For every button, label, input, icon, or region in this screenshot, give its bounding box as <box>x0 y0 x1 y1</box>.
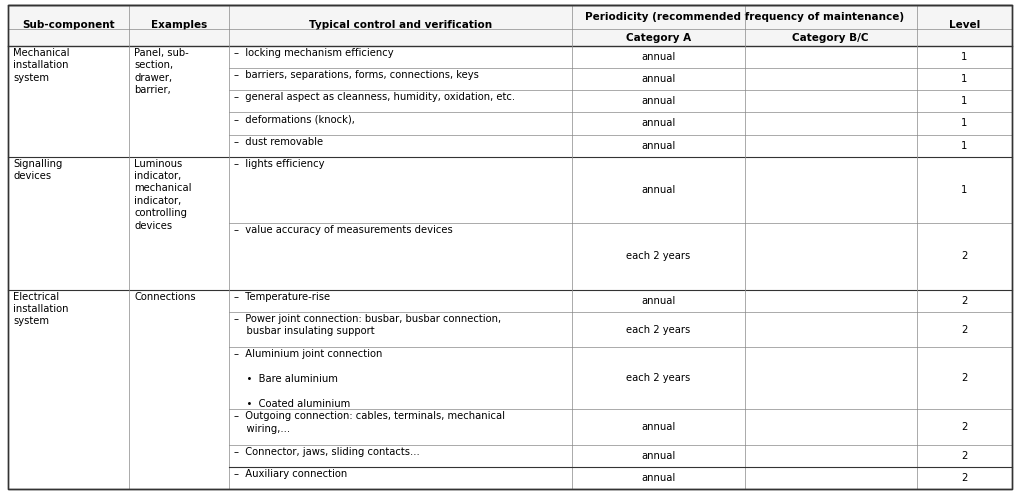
Text: –  dust removable: – dust removable <box>234 137 323 146</box>
Text: each 2 years: each 2 years <box>626 324 690 335</box>
Bar <box>916 29 1011 46</box>
Text: 1: 1 <box>960 52 966 62</box>
Text: –  Auxiliary connection: – Auxiliary connection <box>234 469 347 479</box>
Text: –  general aspect as cleanness, humidity, oxidation, etc.: – general aspect as cleanness, humidity,… <box>234 92 515 102</box>
Text: –  locking mechanism efficiency: – locking mechanism efficiency <box>234 48 393 58</box>
Text: 1: 1 <box>960 74 966 84</box>
Text: 1: 1 <box>960 185 966 195</box>
Text: Periodicity (recommended frequency of maintenance): Periodicity (recommended frequency of ma… <box>585 12 903 22</box>
Text: annual: annual <box>641 96 675 106</box>
Text: –  Aluminium joint connection

    •  Bare aluminium

    •  Coated aluminium: – Aluminium joint connection • Bare alum… <box>234 349 382 409</box>
Text: –  Power joint connection: busbar, busbar connection,
    busbar insulating supp: – Power joint connection: busbar, busbar… <box>234 314 501 336</box>
Text: Category B/C: Category B/C <box>792 33 868 42</box>
Text: annual: annual <box>641 74 675 84</box>
Text: 2: 2 <box>960 251 966 261</box>
Bar <box>572 29 916 46</box>
Text: each 2 years: each 2 years <box>626 373 690 383</box>
Text: 1: 1 <box>960 96 966 106</box>
Text: Typical control and verification: Typical control and verification <box>309 20 492 31</box>
Text: Luminous
indicator,
mechanical
indicator,
controlling
devices: Luminous indicator, mechanical indicator… <box>133 159 192 231</box>
Text: –  Temperature-rise: – Temperature-rise <box>234 292 330 302</box>
Text: annual: annual <box>641 185 675 195</box>
Text: 2: 2 <box>960 451 966 461</box>
Text: annual: annual <box>641 118 675 129</box>
Text: Category A: Category A <box>626 33 691 42</box>
Text: –  barriers, separations, forms, connections, keys: – barriers, separations, forms, connecti… <box>234 70 479 80</box>
Text: annual: annual <box>641 422 675 432</box>
Text: 2: 2 <box>960 296 966 306</box>
Text: –  deformations (knock),: – deformations (knock), <box>234 114 355 124</box>
Text: 1: 1 <box>960 141 966 151</box>
Text: 2: 2 <box>960 324 966 335</box>
Text: Mechanical
installation
system: Mechanical installation system <box>13 48 69 83</box>
Text: annual: annual <box>641 52 675 62</box>
Text: –  Connector, jaws, sliding contacts...: – Connector, jaws, sliding contacts... <box>234 447 420 457</box>
Text: Electrical
installation
system: Electrical installation system <box>13 292 68 326</box>
Bar <box>8 5 1011 29</box>
Text: Signalling
devices: Signalling devices <box>13 159 62 181</box>
Text: Level: Level <box>948 20 979 31</box>
Text: Panel, sub-
section,
drawer,
barrier,: Panel, sub- section, drawer, barrier, <box>133 48 189 95</box>
Text: each 2 years: each 2 years <box>626 251 690 261</box>
Text: –  lights efficiency: – lights efficiency <box>234 159 325 169</box>
Text: 1: 1 <box>960 118 966 129</box>
Text: Sub-component: Sub-component <box>22 20 115 31</box>
Text: 2: 2 <box>960 422 966 432</box>
Text: annual: annual <box>641 451 675 461</box>
Text: Connections: Connections <box>133 292 196 302</box>
Text: 2: 2 <box>960 373 966 383</box>
Text: annual: annual <box>641 141 675 151</box>
Text: –  Outgoing connection: cables, terminals, mechanical
    wiring,...: – Outgoing connection: cables, terminals… <box>234 411 505 434</box>
Bar <box>8 29 572 46</box>
Text: –  value accuracy of measurements devices: – value accuracy of measurements devices <box>234 225 452 235</box>
Text: annual: annual <box>641 473 675 483</box>
Text: annual: annual <box>641 296 675 306</box>
Text: Examples: Examples <box>151 20 207 31</box>
Text: 2: 2 <box>960 473 966 483</box>
